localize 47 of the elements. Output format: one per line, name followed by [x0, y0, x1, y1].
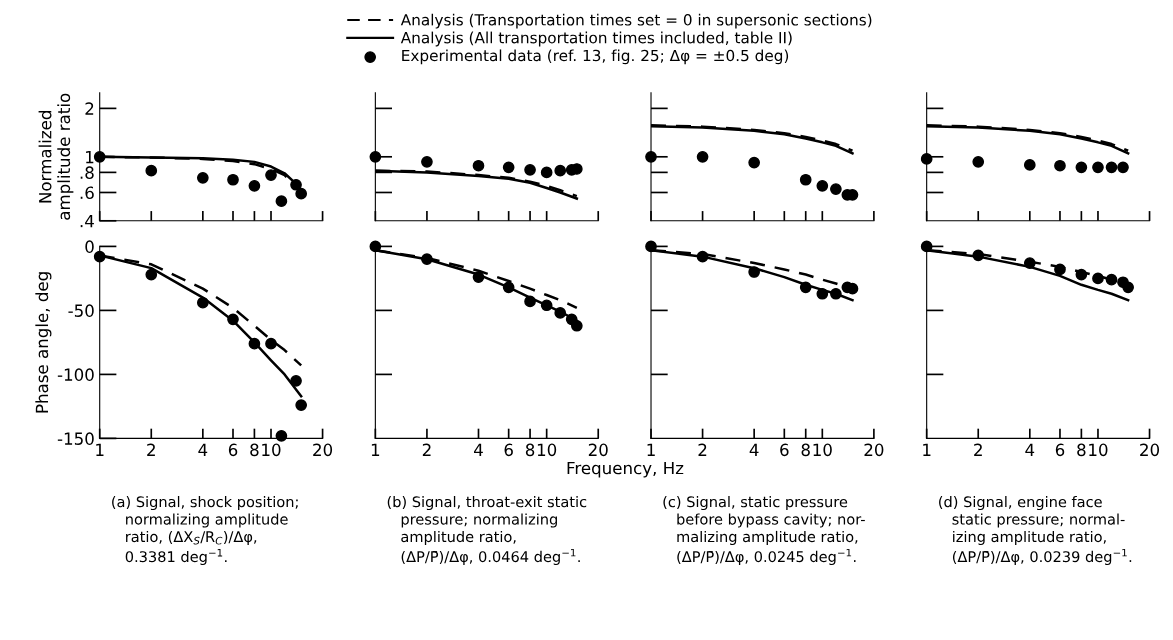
- x-tick-label: 20: [1140, 443, 1160, 457]
- y-tick-label: -150: [57, 432, 94, 445]
- text: (c) Signal, static pressure before bypass cavity; nor- malizing amplitude ratio, (ΔP/P̄)/Δφ, 0.0245 deg$^{−1}$.: [663, 496, 865, 565]
- legend-label: Analysis (All transportation times included, table II): [400, 31, 792, 47]
- y-axis-title: Normalized amplitude ratio: [38, 93, 74, 220]
- x-tick-label: 1: [96, 443, 104, 456]
- y-tick-label: -50: [68, 304, 94, 317]
- x-tick-label: 1: [371, 443, 380, 456]
- x-tick-label: 20: [864, 443, 884, 457]
- x-tick-label: 2: [422, 443, 431, 456]
- x-tick-label: 8: [525, 443, 535, 457]
- x-tick-label: 2: [974, 443, 982, 456]
- x-tick-label: 1: [647, 443, 655, 456]
- x-tick-label: 20: [313, 443, 333, 457]
- x-tick-label: 4: [1025, 443, 1035, 456]
- x-axis-title: Frequency, Hz: [567, 461, 684, 478]
- x-tick-label: 10: [1089, 443, 1108, 457]
- y-tick-label: 0: [85, 240, 94, 253]
- x-tick-label: 8: [801, 443, 810, 457]
- x-tick-label: 8: [1077, 443, 1086, 457]
- x-tick-label: 6: [780, 443, 789, 457]
- x-tick-label: 20: [588, 443, 608, 457]
- text: (a) Signal, shock position; normalizing amplitude ratio, (ΔX$_{S}$/R$_{C}$)/Δφ, 0.3381 deg$^{−1}$.: [112, 496, 298, 566]
- text: (d) Signal, engine face static pressure; normal- izing amplitude ratio, (ΔP/P̄)/Δφ, 0.0239 deg$^{−1}$.: [939, 496, 1132, 565]
- x-tick-label: 6: [1055, 443, 1065, 457]
- y-tick-label: .6: [80, 186, 94, 200]
- x-tick-label: 10: [813, 443, 832, 457]
- text: (b) Signal, throat-exit static pressure; normalizing amplitude ratio, (ΔP/P̄)/Δφ, 0.0464 deg$^{−1}$.: [387, 496, 587, 565]
- x-tick-label: 4: [749, 443, 759, 456]
- y-tick-label: -100: [57, 368, 94, 381]
- y-tick-label: .8: [80, 166, 94, 179]
- x-tick-label: 4: [474, 443, 483, 456]
- y-tick-label: .4: [80, 214, 94, 228]
- legend-label: Analysis (Transportation times set = 0 in supersonic sections): [400, 13, 872, 29]
- x-tick-label: 4: [198, 443, 208, 456]
- x-tick-label: 10: [537, 443, 557, 457]
- x-tick-label: 10: [262, 443, 281, 457]
- y-tick-label: 2: [85, 102, 94, 115]
- x-tick-label: 6: [228, 443, 238, 457]
- x-tick-label: 1: [923, 443, 931, 456]
- legend-label: Experimental data (ref. 13, fig. 25; Δφ = ±0.5 deg): [402, 49, 789, 65]
- x-tick-label: 2: [698, 443, 707, 456]
- y-axis-title: Phase angle, deg: [35, 272, 52, 413]
- x-tick-label: 6: [504, 443, 513, 457]
- x-tick-label: 2: [147, 443, 155, 456]
- x-tick-label: 8: [250, 443, 259, 457]
- y-tick-label: 1: [86, 150, 94, 164]
